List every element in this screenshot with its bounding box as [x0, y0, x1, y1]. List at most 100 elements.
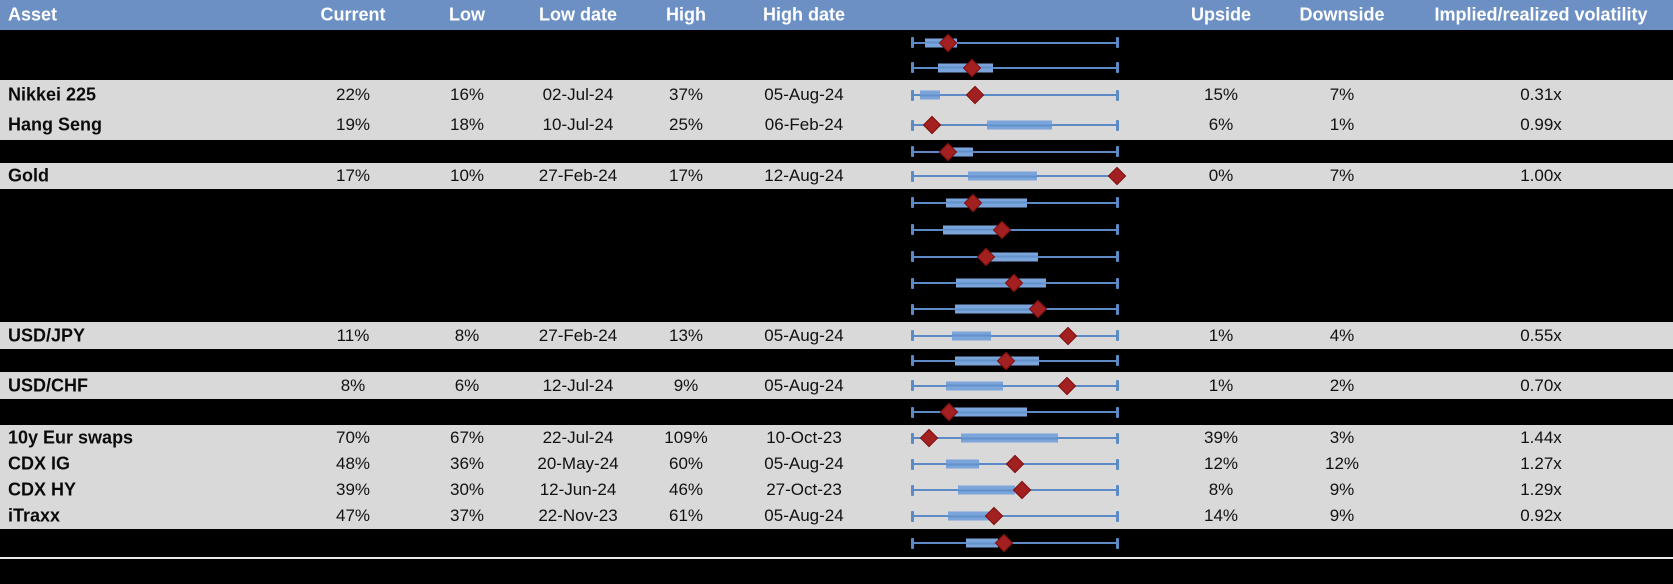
- asset-name: 10y Eur swaps: [8, 427, 134, 448]
- downside-value: 2%: [1329, 375, 1355, 395]
- current-marker-icon: [984, 506, 1004, 526]
- current-marker-icon: [1058, 376, 1077, 395]
- range-box-midline: [955, 308, 1043, 310]
- range-boxplot: [911, 55, 1119, 80]
- table-row: iTraxx 47% 37% 22-Nov-23 61% 05-Aug-24 1…: [0, 503, 1673, 529]
- high-date: 05-Aug-24: [764, 506, 844, 525]
- current-marker-icon: [939, 402, 959, 422]
- range-box: [951, 331, 991, 340]
- table-row: [0, 140, 1673, 163]
- whisker-cap-left: [911, 224, 914, 235]
- whisker-cap-right: [1116, 484, 1119, 496]
- table-row: [0, 399, 1673, 425]
- whisker-cap-left: [911, 484, 914, 496]
- current-marker-icon: [976, 247, 996, 266]
- low-value: 10%: [449, 166, 485, 185]
- downside-value: 7%: [1329, 85, 1355, 104]
- whisker-cap-right: [1116, 355, 1119, 366]
- whisker-cap-left: [911, 406, 914, 418]
- range-box-midline: [956, 282, 1046, 284]
- whisker-cap-left: [911, 119, 914, 131]
- whisker-cap-left: [911, 380, 914, 391]
- implied-realized-ratio: 1.29x: [1520, 480, 1562, 499]
- table-row: Gold 17% 10% 27-Feb-24 17% 12-Aug-24 0% …: [0, 163, 1673, 189]
- range-box: [956, 278, 1046, 288]
- table-row: [0, 243, 1673, 270]
- whisker-cap-left: [911, 146, 914, 157]
- header-current: Current: [320, 4, 386, 25]
- whisker-cap-right: [1116, 146, 1119, 157]
- high-date: 05-Aug-24: [764, 375, 844, 395]
- range-box: [983, 252, 1038, 261]
- whisker-line: [912, 542, 1118, 544]
- range-box-midline: [920, 94, 940, 96]
- whisker-cap-right: [1116, 224, 1119, 235]
- whisker-cap-right: [1116, 330, 1119, 341]
- low-value: 67%: [449, 428, 485, 447]
- implied-realized-ratio: 1.00x: [1520, 166, 1562, 185]
- current-marker-icon: [962, 58, 981, 77]
- whisker-cap-right: [1116, 510, 1119, 522]
- high-value: 37%: [668, 85, 704, 104]
- range-box-midline: [960, 437, 1059, 439]
- current-marker-icon: [964, 193, 983, 212]
- current-value: 48%: [335, 454, 371, 473]
- range-boxplot: [911, 189, 1119, 216]
- range-box-midline: [946, 201, 1027, 204]
- high-date: 06-Feb-24: [764, 115, 844, 134]
- low-value: 37%: [449, 506, 485, 525]
- current-marker-icon: [1005, 273, 1024, 293]
- low-date: 27-Feb-24: [538, 166, 618, 185]
- asset-name: iTraxx: [8, 505, 61, 526]
- high-date: 05-Aug-24: [764, 454, 844, 473]
- range-boxplot: [911, 30, 1119, 55]
- whisker-line: [912, 66, 1118, 69]
- high-date: 05-Aug-24: [764, 85, 844, 104]
- low-date: 27-Feb-24: [538, 325, 618, 345]
- range-box-midline: [968, 175, 1037, 177]
- high-date: 05-Aug-24: [764, 325, 844, 345]
- whisker-cap-left: [911, 537, 914, 549]
- range-box: [966, 538, 999, 548]
- range-box-midline: [948, 515, 996, 517]
- low-date: 12-Jul-24: [542, 375, 614, 395]
- upside-value: 39%: [1203, 428, 1239, 447]
- low-date: 02-Jul-24: [542, 85, 614, 104]
- implied-realized-ratio: 1.44x: [1520, 428, 1562, 447]
- current-value: 11%: [336, 325, 370, 345]
- range-box: [946, 381, 1004, 390]
- range-box-midline: [951, 334, 991, 337]
- range-boxplot: [911, 477, 1119, 503]
- table-row: CDX HY 39% 30% 12-Jun-24 46% 27-Oct-23 8…: [0, 477, 1673, 503]
- whisker-cap-left: [911, 89, 914, 101]
- whisker-cap-right: [1116, 62, 1119, 73]
- range-box: [960, 433, 1059, 443]
- whisker-cap-left: [911, 458, 914, 470]
- downside-value: 9%: [1329, 506, 1355, 525]
- range-boxplot: [911, 243, 1119, 270]
- whisker-cap-right: [1116, 251, 1119, 262]
- downside-value: 9%: [1329, 480, 1355, 499]
- whisker-cap-right: [1116, 37, 1119, 48]
- downside-value: 7%: [1329, 166, 1355, 185]
- table-row: [0, 55, 1673, 80]
- range-box-midline: [966, 542, 999, 544]
- high-value: 46%: [668, 480, 704, 499]
- whisker-cap-left: [911, 170, 914, 182]
- range-boxplot: [911, 296, 1119, 322]
- asset-name: USD/JPY: [8, 325, 86, 345]
- whisker-line: [912, 228, 1118, 231]
- header-low-date: Low date: [538, 4, 617, 25]
- range-box-midline: [943, 228, 1006, 231]
- table-row: CDX IG 48% 36% 20-May-24 60% 05-Aug-24 1…: [0, 451, 1673, 477]
- current-value: 19%: [335, 115, 371, 134]
- high-date: 10-Oct-23: [766, 428, 842, 447]
- current-marker-icon: [965, 85, 985, 105]
- asset-name: Nikkei 225: [8, 84, 97, 105]
- range-box: [946, 459, 980, 469]
- header-asset: Asset: [8, 4, 58, 25]
- implied-realized-ratio: 0.70x: [1520, 375, 1562, 395]
- range-box: [968, 171, 1037, 181]
- implied-realized-ratio: 0.31x: [1520, 85, 1562, 104]
- footer-band: [0, 559, 1673, 583]
